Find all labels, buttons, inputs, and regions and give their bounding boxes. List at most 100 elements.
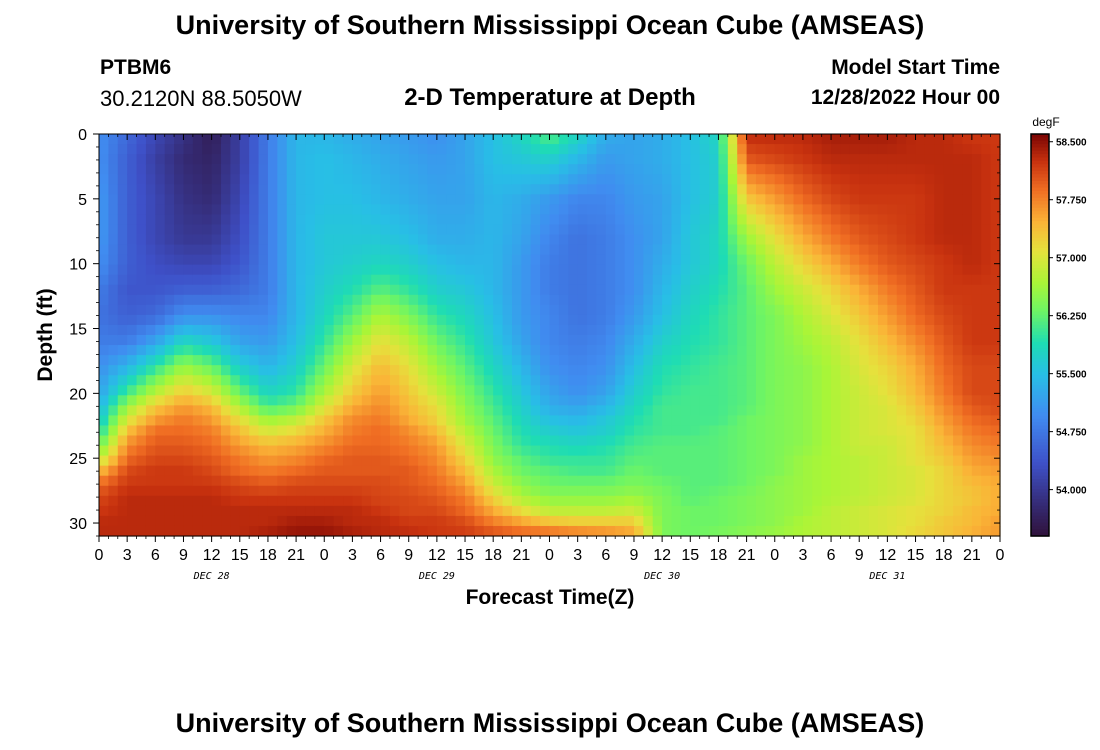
heatmap-cell xyxy=(774,375,785,386)
heatmap-cell xyxy=(324,485,335,497)
heatmap-cell xyxy=(812,495,823,507)
heatmap-cell xyxy=(127,395,138,406)
heatmap-cell xyxy=(202,345,213,356)
heatmap-cell xyxy=(540,224,551,236)
heatmap-cell xyxy=(267,324,278,336)
heatmap-cell xyxy=(127,445,138,457)
heatmap-cell xyxy=(239,485,250,497)
heatmap-cell xyxy=(540,204,551,215)
heatmap-cell xyxy=(314,445,325,457)
heatmap-cell xyxy=(765,445,776,457)
heatmap-cell xyxy=(277,314,288,326)
heatmap-cell xyxy=(455,525,466,537)
heatmap-cell xyxy=(380,244,391,256)
heatmap-cell xyxy=(267,465,278,477)
heatmap-cell xyxy=(943,254,954,266)
heatmap-cell xyxy=(605,144,616,155)
heatmap-cell xyxy=(896,415,907,427)
heatmap-cell xyxy=(877,375,888,386)
heatmap-cell xyxy=(493,425,504,437)
heatmap-cell xyxy=(755,184,766,195)
heatmap-cell xyxy=(699,515,710,527)
heatmap-cell xyxy=(314,244,325,256)
heatmap-cell xyxy=(324,304,335,316)
heatmap-cell xyxy=(352,314,363,326)
heatmap-cell xyxy=(746,405,757,416)
heatmap-cell xyxy=(164,335,175,346)
heatmap-cell xyxy=(558,324,569,336)
heatmap-cell xyxy=(549,415,560,427)
heatmap-cell xyxy=(671,395,682,406)
heatmap-cell xyxy=(465,335,476,346)
heatmap-cell xyxy=(793,435,804,447)
heatmap-cell xyxy=(633,294,644,306)
heatmap-cell xyxy=(455,505,466,517)
heatmap-cell xyxy=(915,244,926,256)
heatmap-cell xyxy=(427,385,438,396)
heatmap-cell xyxy=(690,294,701,306)
heatmap-cell xyxy=(802,365,813,376)
heatmap-cell xyxy=(624,495,635,507)
heatmap-cell xyxy=(465,475,476,487)
heatmap-cell xyxy=(465,234,476,246)
heatmap-cell xyxy=(380,164,391,175)
heatmap-cell xyxy=(389,144,400,155)
heatmap-cell xyxy=(812,274,823,286)
heatmap-cell xyxy=(887,405,898,416)
heatmap-cell xyxy=(455,234,466,246)
heatmap-cell xyxy=(831,525,842,537)
heatmap-cell xyxy=(849,455,860,467)
heatmap-cell xyxy=(155,465,166,477)
heatmap-cell xyxy=(164,164,175,175)
heatmap-cell xyxy=(990,164,1001,175)
heatmap-cell xyxy=(493,284,504,296)
heatmap-cell xyxy=(990,465,1001,477)
heatmap-cell xyxy=(174,164,185,175)
heatmap-cell xyxy=(145,425,156,437)
heatmap-cell xyxy=(286,405,297,416)
heatmap-cell xyxy=(99,525,109,537)
model-start-value: 12/28/2022 Hour 00 xyxy=(810,86,1000,109)
heatmap-cell xyxy=(784,335,795,346)
heatmap-cell xyxy=(971,365,982,376)
heatmap-cell xyxy=(680,284,691,296)
heatmap-cell xyxy=(549,455,560,467)
heatmap-cell xyxy=(418,335,429,346)
heatmap-cell xyxy=(981,244,992,256)
heatmap-cell xyxy=(680,324,691,336)
heatmap-cell xyxy=(511,345,522,356)
heatmap-cell xyxy=(596,365,607,376)
y-tick-label: 20 xyxy=(69,386,87,403)
heatmap-cell xyxy=(493,324,504,336)
heatmap-cell xyxy=(493,485,504,497)
heatmap-cell xyxy=(436,435,447,447)
heatmap-cell xyxy=(652,294,663,306)
heatmap-cell xyxy=(324,405,335,416)
heatmap-cell xyxy=(465,415,476,427)
heatmap-cell xyxy=(502,435,513,447)
heatmap-cell xyxy=(145,525,156,537)
heatmap-cell xyxy=(812,445,823,457)
heatmap-cell xyxy=(474,244,485,256)
heatmap-cell xyxy=(296,284,307,296)
heatmap-cell xyxy=(924,194,935,205)
heatmap-cell xyxy=(399,244,410,256)
heatmap-cell xyxy=(784,294,795,306)
heatmap-cell xyxy=(108,345,119,356)
heatmap-cell xyxy=(971,425,982,437)
x-tick-label: 18 xyxy=(935,547,953,564)
heatmap-cell xyxy=(314,254,325,266)
heatmap-cell xyxy=(352,495,363,507)
heatmap-cell xyxy=(108,505,119,517)
colorbar-segment xyxy=(1031,455,1049,460)
heatmap-cell xyxy=(784,314,795,326)
heatmap-cell xyxy=(446,445,457,457)
heatmap-cell xyxy=(230,144,241,155)
heatmap-cell xyxy=(361,465,372,477)
heatmap-cell xyxy=(633,395,644,406)
heatmap-cell xyxy=(502,365,513,376)
heatmap-cell xyxy=(934,244,945,256)
heatmap-cell xyxy=(549,435,560,447)
heatmap-cell xyxy=(605,204,616,215)
heatmap-cell xyxy=(596,254,607,266)
